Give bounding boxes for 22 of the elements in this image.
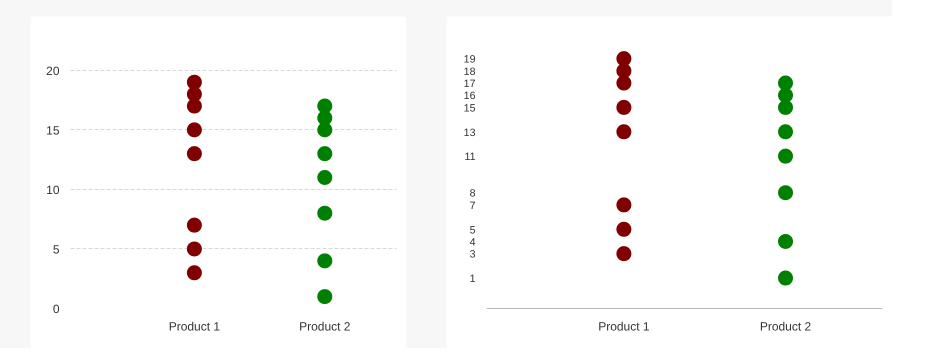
y-tick-label: 3 [470,248,476,261]
x-tick-label: Product 2 [299,320,351,334]
y-tick-label: 13 [464,126,476,139]
y-tick-label: 0 [52,302,60,316]
y-tick-label: 19 [464,54,476,66]
y-tick-label: 15 [46,123,60,138]
y-tick-label: 17 [464,78,476,90]
y-tick-label: 1 [470,273,476,286]
y-tick-label: 5 [470,224,476,236]
y-tick-label: 20 [46,64,60,78]
y-tick-label: 15 [464,102,476,114]
x-tick-label: Product 1 [598,320,650,334]
y-tick-label: 16 [464,90,476,102]
y-tick-label: 7 [470,200,476,212]
y-tick-label: 11 [464,151,476,164]
y-tick-label: 10 [46,182,60,197]
y-tick-label: 5 [52,242,60,256]
x-tick-label: Product 1 [168,320,220,334]
y-tick-label: 8 [470,188,476,200]
x-tick-label: Product 2 [760,320,812,334]
y-tick-label: 18 [464,66,476,78]
y-tick-label: 4 [470,236,476,248]
